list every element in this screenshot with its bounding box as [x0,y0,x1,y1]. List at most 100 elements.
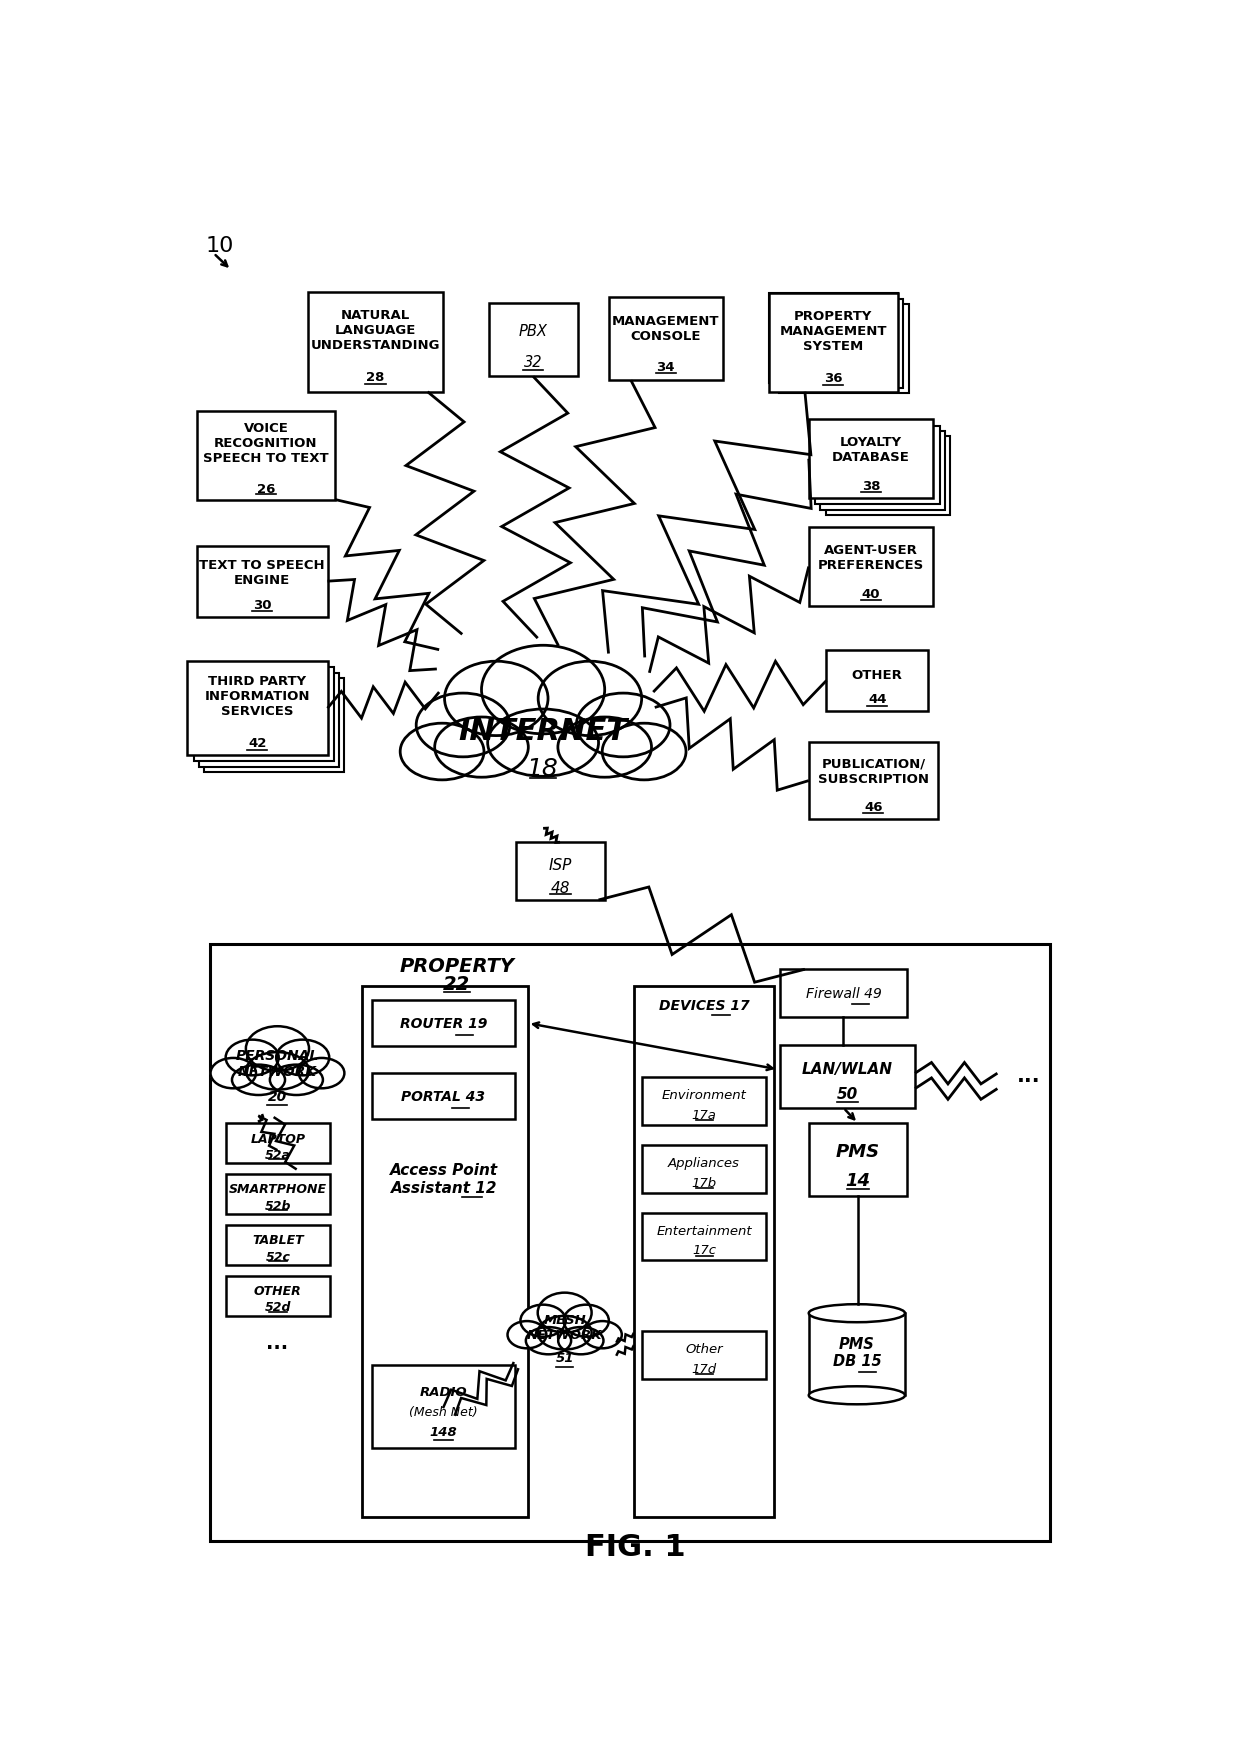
Text: LAPTOP: LAPTOP [250,1132,305,1145]
Bar [226,1275,330,1316]
Ellipse shape [808,1387,905,1404]
Bar [198,674,339,767]
Text: TEXT TO SPEECH
ENGINE: TEXT TO SPEECH ENGINE [200,559,325,587]
Text: 17a: 17a [692,1108,717,1122]
Text: LOYALTY
DATABASE: LOYALTY DATABASE [832,436,910,464]
Bar [808,1124,908,1196]
Text: Environment: Environment [662,1088,746,1101]
Bar [516,843,605,900]
Ellipse shape [211,1058,255,1088]
Ellipse shape [558,1327,604,1355]
Text: 44: 44 [868,693,887,706]
Text: 28: 28 [367,370,384,385]
Text: 52b: 52b [264,1200,291,1212]
Bar [769,295,898,383]
Text: PBX: PBX [520,325,548,339]
Text: 48: 48 [551,880,570,896]
Text: Appliances: Appliances [668,1157,740,1170]
Bar [641,1214,766,1261]
Ellipse shape [435,718,528,778]
Bar [826,651,928,713]
Text: MESH
NETWORK: MESH NETWORK [527,1312,603,1341]
Bar [372,1000,515,1046]
Text: 14: 14 [846,1171,870,1189]
Text: MANAGEMENT
CONSOLE: MANAGEMENT CONSOLE [611,314,719,342]
Bar [634,986,774,1517]
Text: ROUTER 19: ROUTER 19 [399,1016,487,1030]
Text: 52a: 52a [265,1148,290,1161]
Ellipse shape [538,1316,591,1349]
Text: PMS
DB 15: PMS DB 15 [832,1337,882,1369]
Bar [780,970,908,1018]
Text: 18: 18 [527,757,559,780]
Bar [821,432,945,510]
Ellipse shape [507,1321,547,1348]
Text: 17d: 17d [692,1362,717,1376]
Text: Other: Other [686,1342,723,1355]
Text: ...: ... [1017,1065,1040,1085]
Text: 22: 22 [443,975,470,993]
Ellipse shape [299,1058,345,1088]
Bar [490,303,578,377]
Ellipse shape [577,693,670,757]
Bar [372,1074,515,1120]
Text: SMARTPHONE: SMARTPHONE [229,1182,327,1196]
Text: 50: 50 [837,1087,858,1102]
Text: RADIO: RADIO [419,1385,467,1399]
Bar [641,1145,766,1192]
Text: PORTAL 43: PORTAL 43 [402,1090,485,1104]
Text: PUBLICATION/
SUBSCRIPTION: PUBLICATION/ SUBSCRIPTION [818,757,929,785]
Text: 52c: 52c [265,1251,290,1263]
Text: PROPERTY: PROPERTY [399,956,515,975]
Text: VOICE
RECOGNITION
SPEECH TO TEXT: VOICE RECOGNITION SPEECH TO TEXT [203,422,329,466]
Text: 17c: 17c [692,1244,715,1256]
Bar [808,527,934,607]
Text: OTHER: OTHER [852,669,903,681]
Text: 26: 26 [257,482,275,496]
Ellipse shape [401,723,484,780]
Ellipse shape [538,662,641,736]
Text: Entertainment: Entertainment [656,1224,751,1237]
Ellipse shape [538,1293,591,1334]
Ellipse shape [583,1321,621,1348]
Ellipse shape [526,1327,572,1355]
Text: Access Point
Assistant 12: Access Point Assistant 12 [391,1162,498,1196]
Bar [641,1332,766,1379]
Bar [769,295,898,393]
Ellipse shape [481,646,605,734]
Bar [774,300,904,388]
Bar [197,411,335,501]
Bar [609,298,723,381]
Bar [808,743,939,820]
Text: TABLET: TABLET [252,1233,304,1247]
Bar [826,437,950,515]
Text: 51: 51 [556,1351,574,1364]
Text: ...: ... [267,1334,289,1353]
Text: 30: 30 [253,598,272,612]
Bar [205,679,345,773]
Bar [808,420,934,499]
Ellipse shape [246,1053,309,1090]
Ellipse shape [277,1041,330,1076]
Ellipse shape [808,1304,905,1323]
Text: Firewall 49: Firewall 49 [806,986,882,1000]
Text: 46: 46 [864,801,883,813]
Text: 148: 148 [429,1425,458,1438]
Bar [780,1044,915,1108]
Bar [211,944,1050,1540]
Text: NATURAL
LANGUAGE
UNDERSTANDING: NATURAL LANGUAGE UNDERSTANDING [311,309,440,353]
Text: PMS: PMS [836,1143,880,1161]
Ellipse shape [246,1027,309,1071]
Ellipse shape [558,718,651,778]
Bar [226,1175,330,1214]
Text: OTHER: OTHER [254,1284,301,1297]
Text: 42: 42 [248,737,267,750]
Ellipse shape [445,662,548,736]
Ellipse shape [417,693,510,757]
Text: AGENT-USER
PREFERENCES: AGENT-USER PREFERENCES [818,543,924,572]
Text: LAN/WLAN: LAN/WLAN [802,1062,893,1076]
Bar [193,669,334,762]
Text: (Mesh Net): (Mesh Net) [409,1406,477,1418]
Text: 20: 20 [268,1088,288,1102]
Bar [808,1314,905,1395]
